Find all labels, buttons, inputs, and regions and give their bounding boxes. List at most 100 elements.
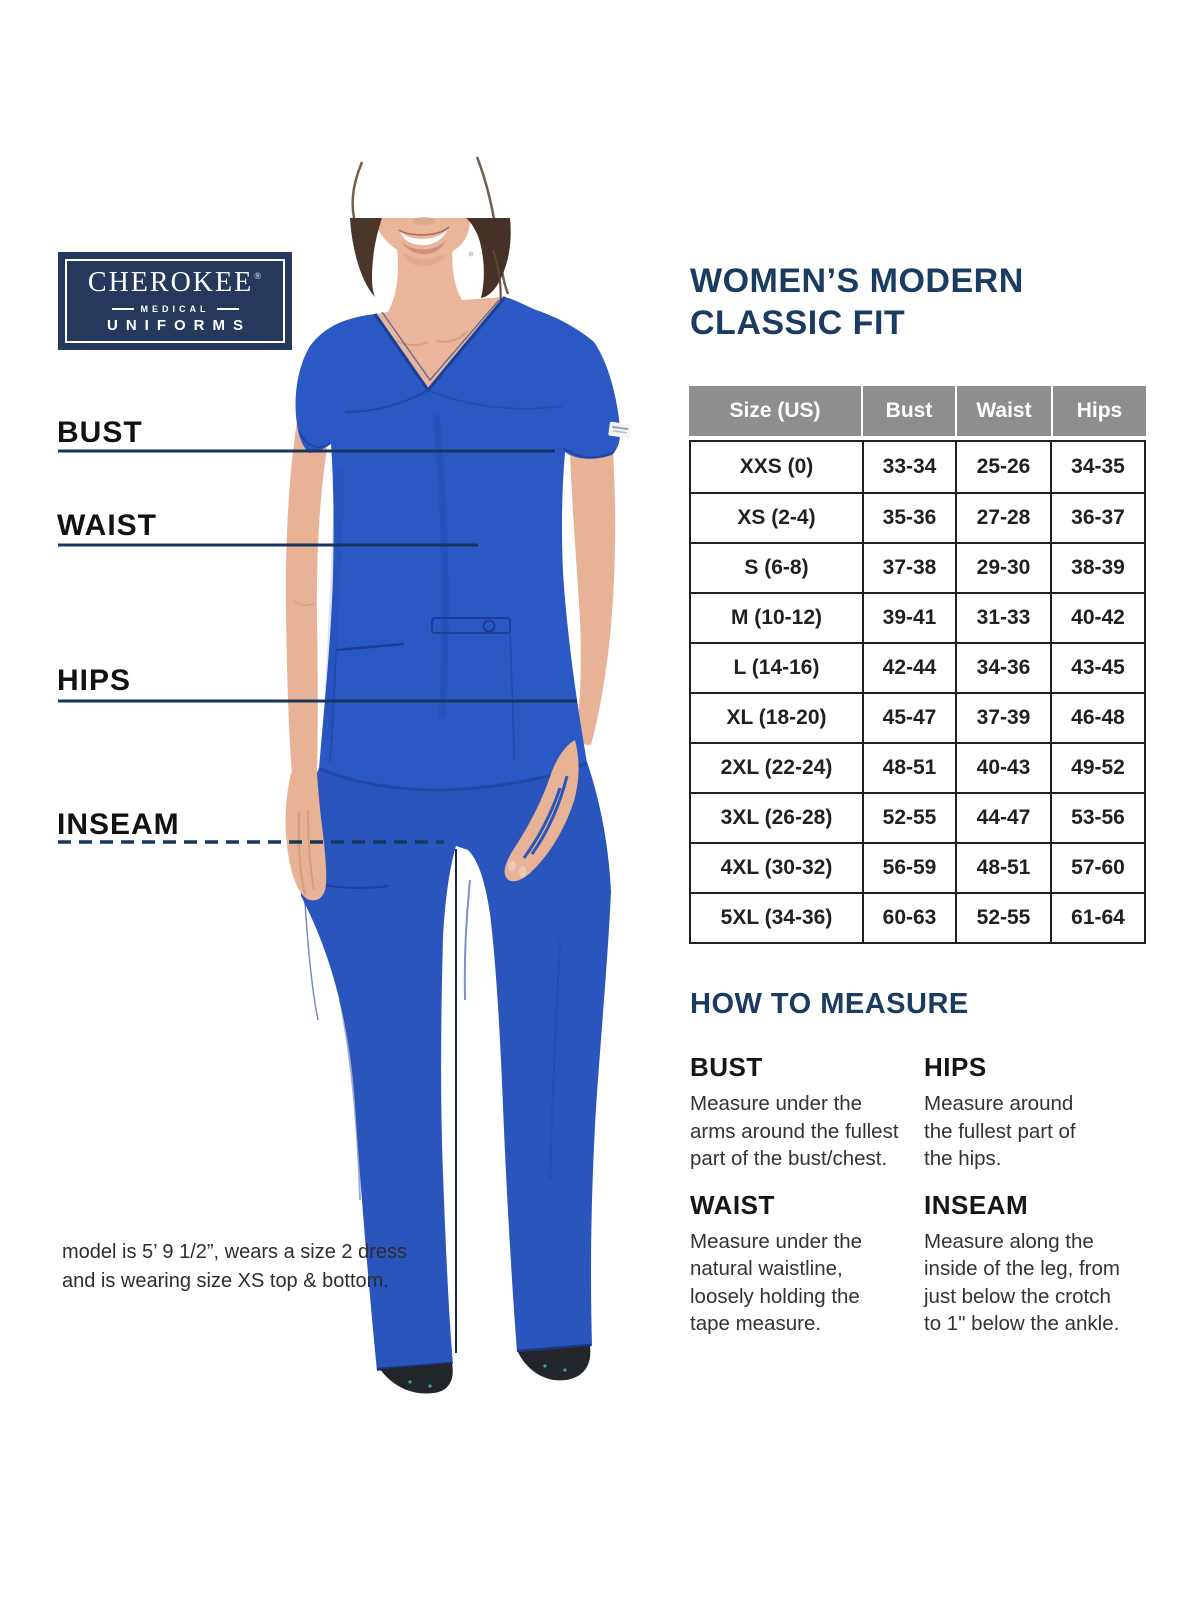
size-table-cell: 45-47	[862, 694, 955, 742]
arm-left	[285, 415, 329, 776]
how-to-measure: HOW TO MEASURE BUST Measure under the ar…	[690, 988, 1146, 1338]
page-title: WOMEN’S MODERN CLASSIC FIT	[690, 260, 1024, 344]
shoe-accent	[563, 1368, 567, 1372]
size-table-cell: 40-43	[955, 744, 1050, 792]
cargo-seam	[304, 901, 319, 1021]
top-hem-shadow	[318, 761, 588, 792]
size-table-header-cell: Hips	[1053, 386, 1146, 436]
nose-shadow	[413, 217, 435, 225]
size-table-cell: XS (2-4)	[737, 506, 816, 529]
size-table-cell: XXS (0)	[739, 455, 814, 478]
fingernail	[508, 860, 516, 872]
pocket-seam-left	[329, 651, 337, 763]
mock-wrap-seam	[344, 389, 429, 413]
size-table-cell: M (10-12)	[730, 606, 823, 629]
hand-left	[285, 773, 327, 901]
smile-teeth	[400, 228, 448, 246]
brand-medical-row: MEDICAL	[111, 303, 239, 314]
size-table-cell: 44-47	[955, 794, 1050, 842]
size-table-cell: 25-26	[955, 442, 1050, 492]
brand-name: CHEROKEE®	[87, 266, 262, 302]
brand-logo: CHEROKEE® MEDICAL UNIFORMS	[58, 252, 292, 350]
shoe-accent	[428, 1384, 432, 1388]
size-table-header-cell: Size (US)	[689, 386, 861, 436]
finger-line	[307, 809, 315, 891]
hair-left	[350, 218, 382, 297]
brand-name-text: CHEROKEE	[87, 266, 254, 298]
neck-skin	[375, 240, 505, 390]
sleeve-hem-left	[298, 429, 332, 449]
pocket-tab-right	[431, 617, 511, 634]
size-table-cell: 42-44	[862, 644, 955, 692]
shoe-left	[380, 1363, 453, 1394]
size-table-cell: 57-60	[1050, 844, 1144, 892]
inseam-label: INSEAM	[57, 808, 180, 841]
size-table-cell: 37-39	[955, 694, 1050, 742]
yoke-seam-right	[427, 389, 563, 410]
pocket-seam-right	[509, 629, 515, 761]
measure-section-bust: BUST Measure under the arms around the f…	[690, 1052, 910, 1173]
size-table-cell: 61-64	[1050, 894, 1144, 942]
size-table-cell: 52-55	[955, 894, 1050, 942]
size-table-row: 2XL (22-24) 48-51 40-43 49-52	[691, 742, 1144, 792]
size-table-row: S (6-8) 37-38 29-30 38-39	[691, 542, 1144, 592]
size-table-cell: 27-28	[955, 494, 1050, 542]
brand-uniforms-text: UNIFORMS	[107, 316, 251, 334]
vneck-topstitch	[381, 299, 500, 382]
size-table-cell: XL (18-20)	[726, 706, 827, 729]
size-table-row: M (10-12) 39-41 31-33 40-42	[691, 592, 1144, 642]
size-table-header-cell: Waist	[957, 386, 1051, 436]
measure-section-hips: HIPS Measure around the fullest part of …	[924, 1052, 1144, 1173]
size-table-cell: S (6-8)	[744, 556, 809, 579]
shoe-accent	[408, 1380, 412, 1384]
waist-label: WAIST	[57, 509, 157, 542]
size-table-cell: 31-33	[955, 594, 1050, 642]
hair-right	[466, 218, 511, 298]
size-table-cell: L (14-16)	[733, 656, 820, 679]
size-table-cell: 40-42	[1050, 594, 1144, 642]
size-table-cell: 2XL (22-24)	[720, 756, 833, 779]
measure-section-title: INSEAM	[924, 1189, 1029, 1220]
fingernail	[519, 866, 527, 878]
model-caption: model is 5’ 9 1/2”, wears a size 2 dress…	[62, 1241, 407, 1292]
how-to-measure-grid: BUST Measure under the arms around the f…	[690, 1052, 1146, 1338]
measure-section-waist: WAIST Measure under the natural waistlin…	[690, 1190, 910, 1338]
sleeve-hem-right	[562, 447, 615, 459]
size-table-cell: 60-63	[862, 894, 955, 942]
face	[374, 218, 470, 258]
finger-gap	[530, 775, 569, 855]
pants-fold-1	[463, 879, 471, 1001]
size-table-cell: 48-51	[862, 744, 955, 792]
size-table-cell: 53-56	[1050, 794, 1144, 842]
size-table: Size (US) Bust Waist Hips XXS (0) 33-34 25-26…	[689, 386, 1146, 944]
measure-section-title: BUST	[690, 1052, 763, 1082]
size-table-cell: 35-36	[862, 494, 955, 542]
top-fold-shadow	[432, 414, 449, 719]
model-figure	[285, 156, 632, 1394]
size-table-cell: 56-59	[862, 844, 955, 892]
size-table-row: 4XL (30-32) 56-59 48-51 57-60	[691, 842, 1144, 892]
earring	[468, 251, 474, 257]
elbow-crease-left	[292, 599, 315, 607]
brand-medical-text: MEDICAL	[140, 303, 210, 314]
pants-fold-2	[339, 999, 361, 1201]
page-title-line2: CLASSIC FIT	[690, 304, 906, 342]
size-table-cell: 4XL (30-32)	[720, 856, 833, 879]
arm-right	[570, 450, 616, 745]
finger-line	[297, 811, 306, 895]
sleeve-logo-tag	[608, 421, 632, 439]
rule-right	[216, 307, 239, 310]
size-table-row: 3XL (26-28) 52-55 44-47 53-56	[691, 792, 1144, 842]
size-table-row: XXS (0) 33-34 25-26 34-35	[691, 442, 1144, 492]
pocket-tab-left	[335, 642, 405, 652]
measure-section-text: Measure under the natural waistline, loo…	[690, 1229, 863, 1336]
size-table-cell: 49-52	[1050, 744, 1144, 792]
measure-section-text: Measure along the inside of the leg, fro…	[924, 1229, 1120, 1336]
bust-label: BUST	[57, 416, 143, 449]
size-table-row: XS (2-4) 35-36 27-28 36-37	[691, 492, 1144, 542]
measure-section-text: Measure under the arms around the fulles…	[690, 1092, 899, 1170]
how-to-measure-heading: HOW TO MEASURE	[690, 988, 969, 1020]
pocket-button	[482, 619, 496, 633]
size-table-cell: 34-36	[955, 644, 1050, 692]
